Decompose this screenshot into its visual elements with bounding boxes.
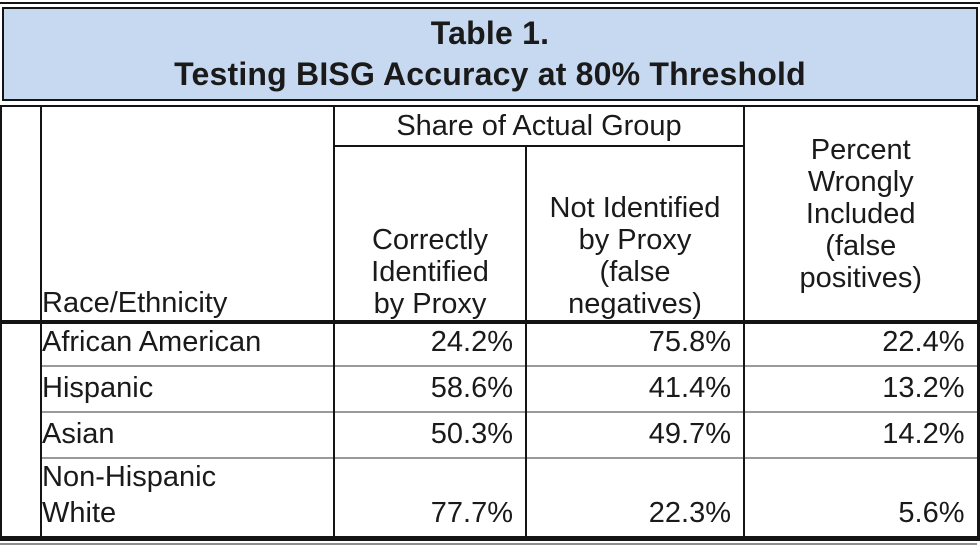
race-label: Asian	[41, 411, 335, 458]
value-correctly-identified: 77.7%	[334, 457, 527, 539]
value-not-identified: 22.3%	[526, 457, 745, 539]
table-row-hispanic: Hispanic 58.6% 41.4% 13.2%	[1, 365, 979, 412]
col-header-race-ethnicity: Race/Ethnicity	[41, 106, 335, 324]
value-wrongly-included: 13.2%	[744, 365, 979, 412]
race-label: Hispanic	[41, 365, 335, 412]
left-margin-cell	[1, 322, 42, 539]
value-correctly-identified: 58.6%	[334, 365, 527, 412]
value-not-identified: 41.4%	[526, 365, 745, 412]
header-row-group: Race/Ethnicity Share of Actual Group Per…	[1, 106, 978, 324]
corner-margin-cell	[1, 106, 42, 324]
value-wrongly-included: 14.2%	[744, 411, 979, 458]
top-double-rule	[0, 2, 980, 4]
bottom-shadow-rule	[0, 543, 977, 545]
table-row-asian: Asian 50.3% 49.7% 14.2%	[1, 411, 979, 458]
race-label: African American	[41, 322, 335, 366]
col-group-header-share-of-actual-group: Share of Actual Group	[334, 106, 745, 147]
table-title-banner: Table 1. Testing BISG Accuracy at 80% Th…	[2, 7, 978, 101]
value-not-identified: 75.8%	[526, 322, 745, 366]
table-row-african-american: African American 24.2% 75.8% 22.4%	[1, 322, 979, 539]
table-title-line2: Testing BISG Accuracy at 80% Threshold	[174, 56, 806, 92]
race-label: Non-Hispanic White	[41, 457, 335, 539]
value-not-identified: 49.7%	[526, 411, 745, 458]
col-header-not-identified: Not Identified by Proxy (false negatives…	[526, 146, 745, 324]
col-header-correctly-identified: Correctly Identified by Proxy	[334, 146, 527, 324]
value-correctly-identified: 24.2%	[334, 322, 527, 366]
table-title-line1: Table 1.	[430, 15, 550, 51]
value-wrongly-included: 5.6%	[744, 457, 979, 539]
value-correctly-identified: 50.3%	[334, 411, 527, 458]
bisg-accuracy-table: Race/Ethnicity Share of Actual Group Per…	[0, 105, 980, 541]
table-row-non-hispanic-white: Non-Hispanic White 77.7% 22.3% 5.6%	[1, 457, 979, 539]
col-header-percent-wrongly-included: Percent Wrongly Included (false positive…	[744, 106, 978, 324]
value-wrongly-included: 22.4%	[744, 322, 979, 366]
header-row-sub: Correctly Identified by Proxy Not Identi…	[1, 146, 978, 324]
